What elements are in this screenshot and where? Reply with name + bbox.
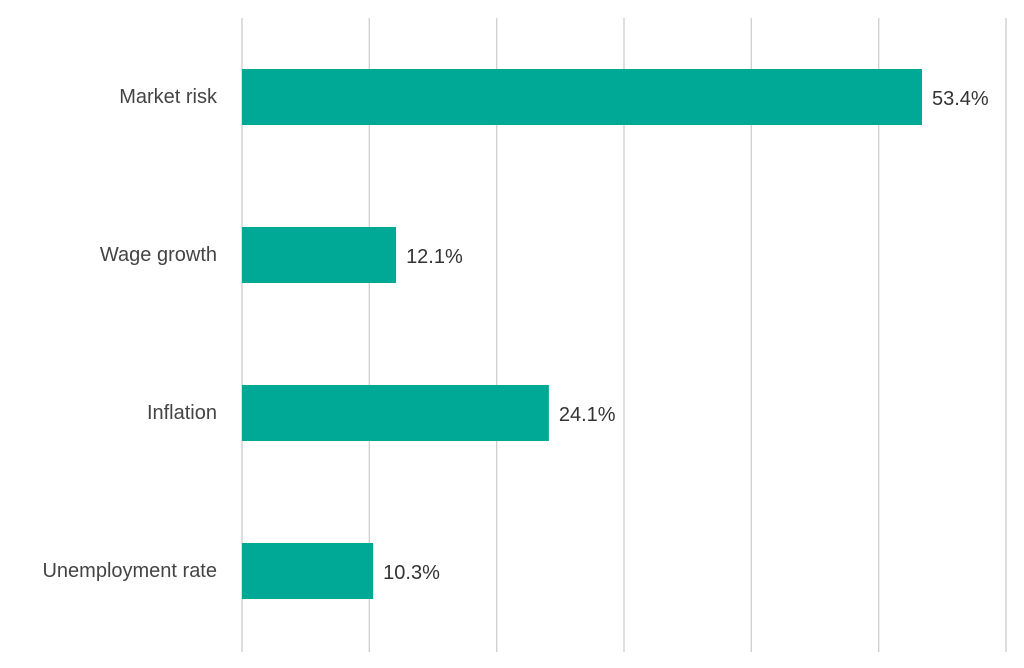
category-label: Market risk (119, 86, 218, 108)
bar-inflation (242, 385, 549, 441)
bar-wage-growth (242, 227, 397, 283)
bar-unemployment-rate (242, 543, 374, 599)
category-label: Wage growth (100, 244, 217, 266)
category-label: Unemployment rate (42, 560, 217, 582)
value-label: 10.3% (383, 562, 440, 584)
category-label: Inflation (147, 402, 217, 424)
value-label: 12.1% (406, 246, 463, 268)
labels: Market risk 53.4% Wage growth 12.1% Inflatio… (42, 86, 988, 584)
value-label: 24.1% (559, 404, 616, 426)
value-label: 53.4% (932, 88, 989, 110)
bars (242, 69, 922, 599)
bar-market-risk (242, 69, 922, 125)
